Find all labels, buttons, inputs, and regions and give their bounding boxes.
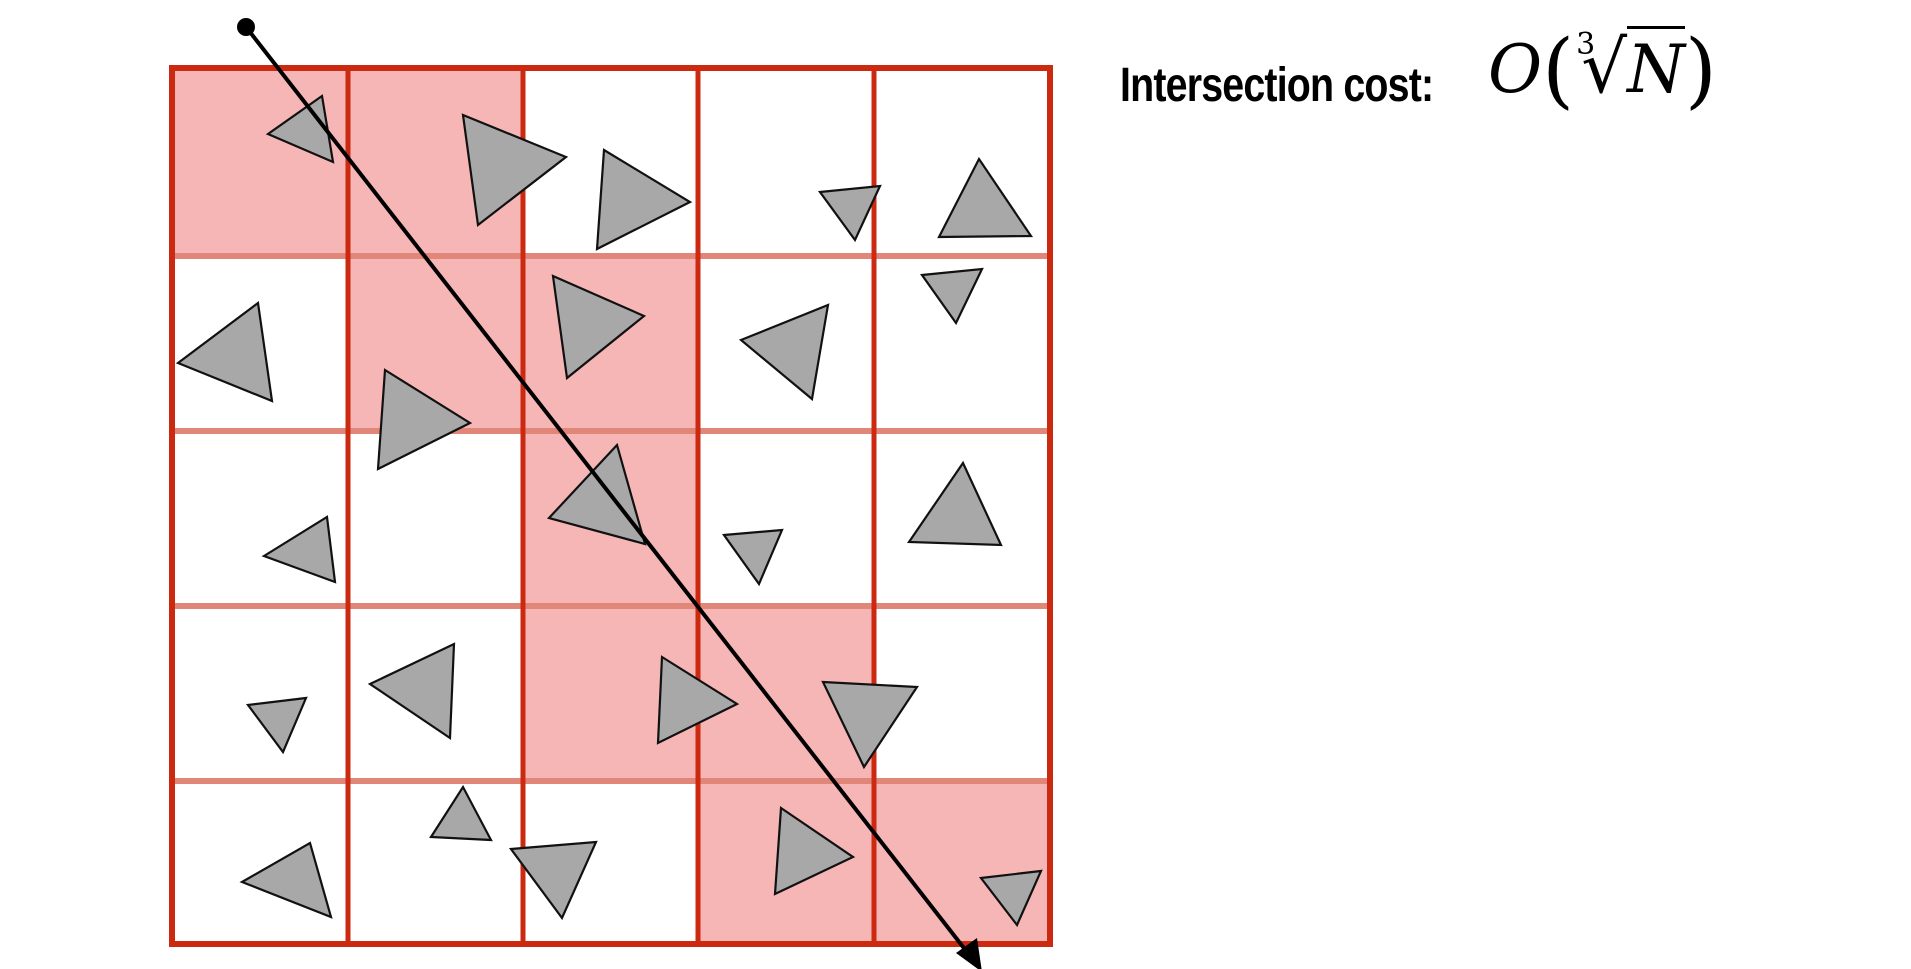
triangle <box>978 869 1043 928</box>
triangle <box>738 303 830 402</box>
triangle <box>906 460 1003 547</box>
radicand: N <box>1627 26 1685 108</box>
root-index: 3 <box>1576 27 1596 62</box>
triangle <box>376 368 473 471</box>
ray-origin-dot-icon <box>237 18 255 36</box>
triangle <box>821 680 919 770</box>
grid-border <box>169 65 1053 947</box>
triangle <box>546 442 647 546</box>
column-dividers <box>169 65 1053 947</box>
triangle <box>367 642 456 741</box>
triangle <box>245 696 308 755</box>
row-dividers <box>172 253 1050 784</box>
triangle <box>261 515 337 584</box>
triangle <box>920 267 984 326</box>
triangle <box>595 148 693 251</box>
triangles <box>175 94 1043 928</box>
triangle <box>429 784 493 842</box>
open-paren: ( <box>1542 23 1575 118</box>
intersection-cost-formula: O(3√N) <box>1488 26 1717 112</box>
triangle <box>175 301 274 403</box>
radical-sign: √ <box>1581 25 1628 109</box>
intersection-cost-label: Intersection cost: <box>1120 59 1434 112</box>
close-paren: ) <box>1684 23 1717 118</box>
triangle <box>461 113 569 228</box>
triangle <box>656 655 740 745</box>
triangle <box>721 528 784 587</box>
ray-line <box>244 25 969 954</box>
ray <box>237 18 982 969</box>
triangle <box>239 841 333 919</box>
triangle <box>937 156 1034 239</box>
triangle <box>508 840 598 921</box>
triangle <box>817 184 882 243</box>
arrowhead-icon <box>956 938 982 969</box>
triangle <box>551 274 647 381</box>
highlighted-cell <box>874 781 1050 944</box>
triangle <box>773 806 856 896</box>
big-o-symbol: O <box>1488 31 1543 108</box>
